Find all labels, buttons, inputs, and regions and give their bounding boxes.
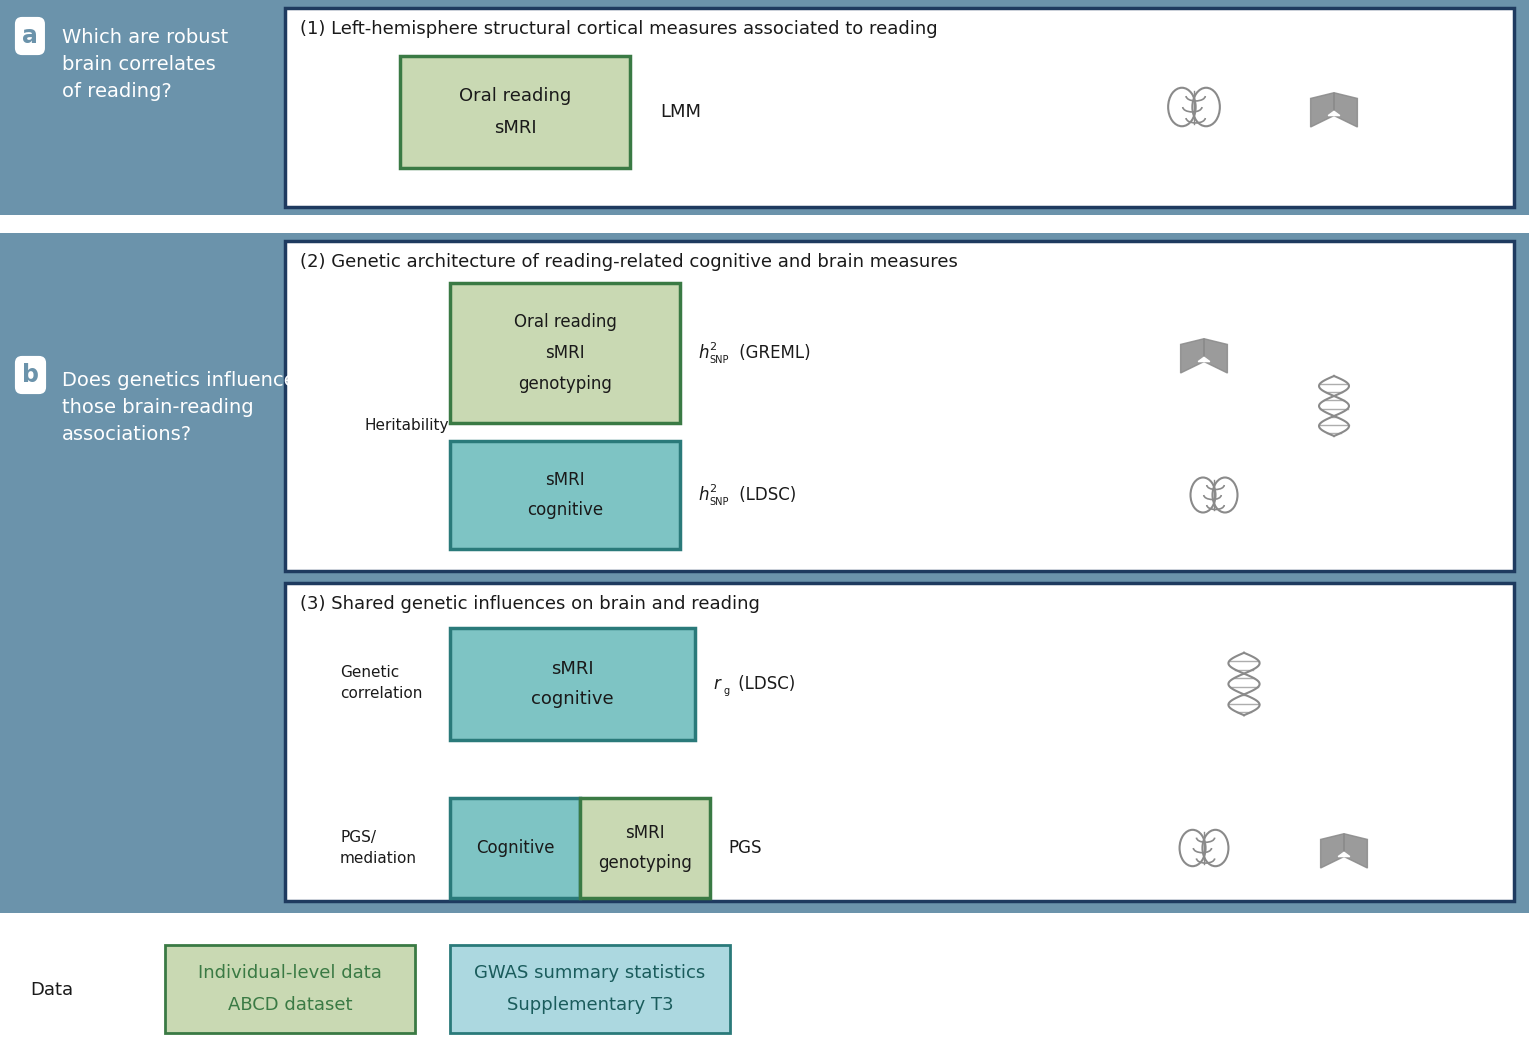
Text: sMRI
cognitive: sMRI cognitive bbox=[528, 471, 602, 520]
Text: associations?: associations? bbox=[63, 425, 193, 444]
Text: g: g bbox=[723, 686, 729, 696]
Bar bbox=[0, 233, 1529, 913]
Text: LMM: LMM bbox=[661, 103, 700, 121]
Polygon shape bbox=[1180, 338, 1203, 373]
Text: SNP: SNP bbox=[709, 497, 728, 507]
Text: 2: 2 bbox=[709, 341, 716, 352]
Text: sMRI
genotyping: sMRI genotyping bbox=[598, 823, 693, 873]
Bar bbox=[284, 8, 1514, 207]
Text: Oral reading
sMRI: Oral reading sMRI bbox=[459, 87, 572, 137]
Polygon shape bbox=[1310, 93, 1333, 128]
Text: SNP: SNP bbox=[709, 355, 728, 365]
Text: Heritability: Heritability bbox=[365, 418, 450, 433]
Bar bbox=[450, 798, 579, 898]
Text: those brain-reading: those brain-reading bbox=[63, 398, 254, 417]
Polygon shape bbox=[1338, 853, 1350, 857]
Text: 2: 2 bbox=[709, 484, 716, 494]
Bar bbox=[450, 628, 696, 740]
Polygon shape bbox=[1344, 834, 1367, 868]
Text: PGS/
mediation: PGS/ mediation bbox=[339, 829, 417, 866]
Text: h: h bbox=[699, 344, 708, 362]
Text: of reading?: of reading? bbox=[63, 82, 171, 101]
Text: Which are robust: Which are robust bbox=[63, 28, 228, 47]
Bar bbox=[450, 945, 729, 1033]
Bar bbox=[0, 930, 1529, 1054]
Bar bbox=[450, 441, 680, 549]
Polygon shape bbox=[1199, 357, 1209, 362]
Text: sMRI
cognitive: sMRI cognitive bbox=[531, 660, 613, 708]
Text: brain correlates: brain correlates bbox=[63, 55, 216, 74]
Text: PGS: PGS bbox=[728, 839, 761, 857]
Polygon shape bbox=[1333, 93, 1358, 128]
Text: Oral reading
sMRI
genotyping: Oral reading sMRI genotyping bbox=[514, 313, 616, 392]
Text: (1) Left-hemisphere structural cortical measures associated to reading: (1) Left-hemisphere structural cortical … bbox=[300, 20, 937, 38]
Bar bbox=[579, 798, 709, 898]
Polygon shape bbox=[1329, 112, 1339, 116]
Text: (3) Shared genetic influences on brain and reading: (3) Shared genetic influences on brain a… bbox=[300, 596, 760, 613]
Bar bbox=[0, 0, 1529, 215]
Bar bbox=[165, 945, 414, 1033]
Text: r: r bbox=[713, 675, 720, 692]
Polygon shape bbox=[1203, 338, 1228, 373]
Bar bbox=[284, 241, 1514, 571]
Text: b: b bbox=[21, 363, 40, 387]
Text: (2) Genetic architecture of reading-related cognitive and brain measures: (2) Genetic architecture of reading-rela… bbox=[300, 253, 957, 271]
Text: a: a bbox=[21, 24, 38, 48]
Text: Individual-level data
ABCD dataset: Individual-level data ABCD dataset bbox=[199, 964, 382, 1014]
Text: (LDSC): (LDSC) bbox=[732, 675, 795, 692]
Text: h: h bbox=[699, 486, 708, 504]
Text: GWAS summary statistics
Supplementary T3: GWAS summary statistics Supplementary T3 bbox=[474, 964, 705, 1014]
Text: Does genetics influence: Does genetics influence bbox=[63, 371, 295, 390]
Text: Data: Data bbox=[31, 981, 73, 999]
Text: Cognitive: Cognitive bbox=[476, 839, 553, 857]
Bar bbox=[401, 56, 630, 168]
Text: (LDSC): (LDSC) bbox=[734, 486, 797, 504]
Bar bbox=[450, 284, 680, 423]
Polygon shape bbox=[1321, 834, 1344, 868]
Text: Genetic
correlation: Genetic correlation bbox=[339, 665, 422, 701]
Bar bbox=[284, 583, 1514, 901]
Text: (GREML): (GREML) bbox=[734, 344, 810, 362]
